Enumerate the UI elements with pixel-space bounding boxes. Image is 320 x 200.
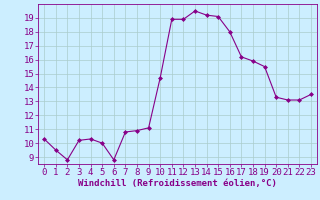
X-axis label: Windchill (Refroidissement éolien,°C): Windchill (Refroidissement éolien,°C) — [78, 179, 277, 188]
